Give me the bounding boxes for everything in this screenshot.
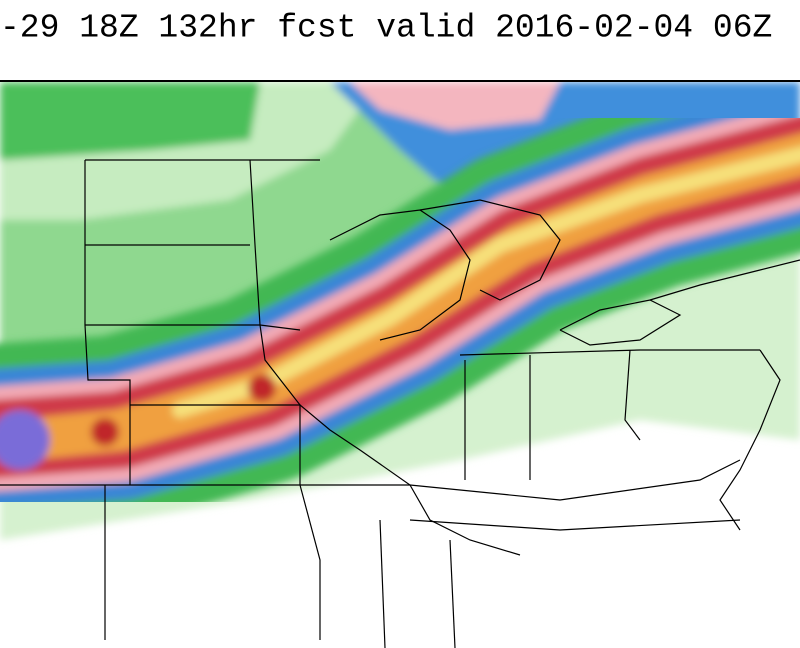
- border: [624, 349, 641, 441]
- map-title: -29 18Z 132hr fcst valid 2016-02-04 06Z: [0, 10, 772, 47]
- border: [649, 259, 800, 301]
- border: [409, 519, 741, 531]
- border: [84, 160, 131, 485]
- north-dark-green: [0, 82, 260, 160]
- band-core: [91, 418, 119, 446]
- coastline: [719, 349, 781, 531]
- border: [249, 159, 521, 556]
- northeast-pink: [350, 82, 560, 130]
- political-borders: [0, 159, 800, 648]
- band-yellow: [172, 146, 800, 418]
- southwest-purple: [0, 410, 50, 470]
- header-band: [0, 0, 800, 82]
- lake-shore: [329, 209, 471, 341]
- lake-shore: [559, 299, 682, 346]
- border: [409, 459, 741, 501]
- border: [449, 539, 456, 648]
- border: [459, 349, 760, 356]
- main-band: [0, 82, 800, 534]
- border: [299, 484, 321, 640]
- lake-shore: [419, 199, 561, 301]
- band-core: [248, 374, 276, 402]
- border: [379, 519, 386, 648]
- precip-field: [0, 82, 800, 648]
